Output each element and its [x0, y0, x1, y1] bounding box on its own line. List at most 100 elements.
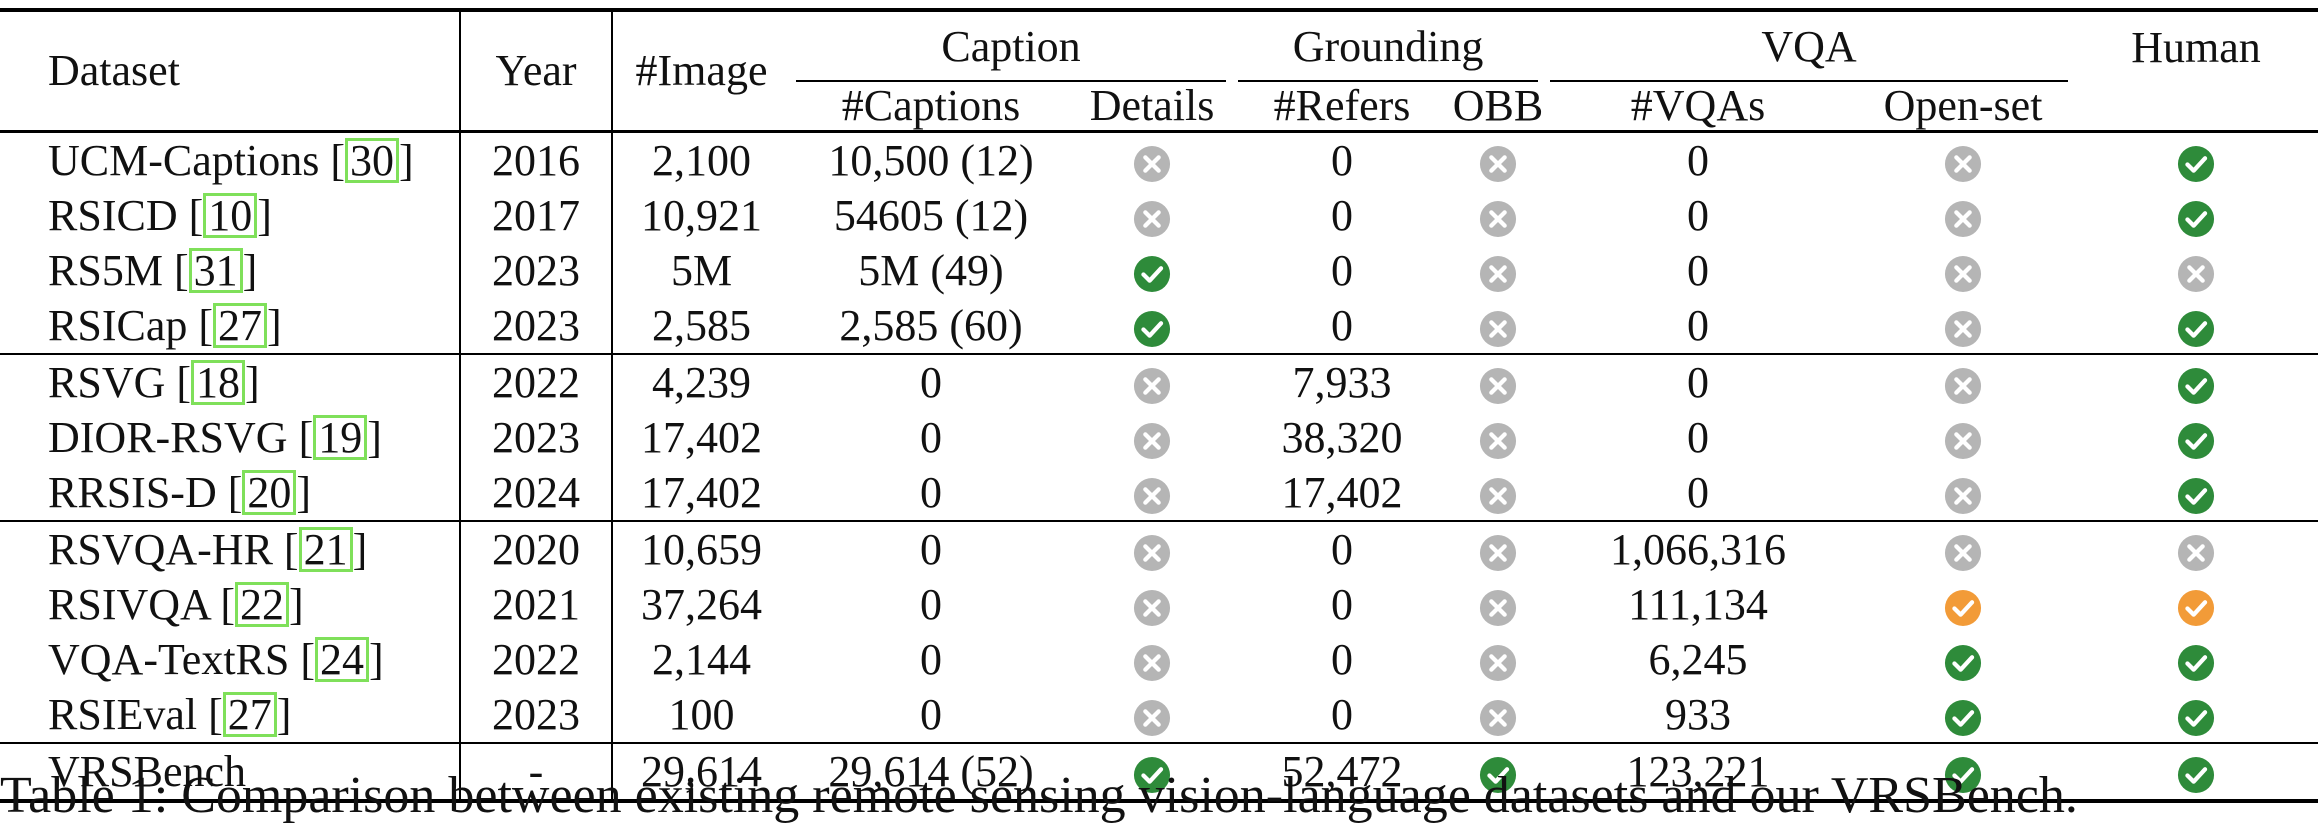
check-icon	[2177, 310, 2215, 348]
check-icon	[2177, 756, 2215, 794]
dataset-name-cell: RRSIS-D [20]	[0, 465, 461, 522]
obb-cell	[1452, 188, 1544, 243]
human-cell	[2074, 132, 2318, 189]
dataset-name: RSVG [	[48, 357, 192, 407]
header-obb: OBB	[1452, 81, 1545, 133]
header-grounding-group: Grounding	[1232, 10, 1544, 82]
details-cell	[1072, 521, 1232, 577]
header-vqa-group: VQA	[1544, 10, 2074, 82]
cross-icon	[1479, 477, 1517, 515]
citation-link[interactable]: 27	[222, 691, 277, 738]
cross-icon	[1944, 145, 1982, 183]
cross-icon	[1479, 699, 1517, 737]
refers-cell: 0	[1331, 634, 1354, 684]
cross-icon	[1944, 534, 1982, 572]
check-icon	[2177, 422, 2215, 460]
check-icon	[2177, 644, 2215, 682]
year-cell: 2024	[460, 465, 613, 522]
header-dataset: Dataset	[0, 10, 461, 133]
dataset-name-cell: RSVQA-HR [21]	[0, 521, 461, 577]
cross-icon	[1944, 477, 1982, 515]
citation-link[interactable]: 20	[242, 469, 297, 516]
image-count-cell: 37,264	[641, 579, 762, 629]
citation-link[interactable]: 31	[188, 247, 243, 294]
cross-icon	[2177, 255, 2215, 293]
citation-bracket: ]	[242, 245, 258, 295]
image-count-cell: 100	[612, 687, 790, 744]
image-count-cell: 4,239	[652, 357, 751, 407]
citation-link[interactable]: 21	[298, 526, 353, 573]
obb-cell	[1452, 410, 1544, 465]
vqas-cell: 123,221	[1544, 743, 1853, 803]
captions-cell: 0	[790, 687, 1072, 744]
captions-cell: 54605 (12)	[833, 190, 1029, 240]
refers-cell: 38,320	[1281, 412, 1403, 462]
human-cell	[2074, 521, 2318, 577]
table-row: RSVQA-HR [21] 2020 10,659 0 0 1,066,316	[0, 521, 2318, 577]
details-cell	[1072, 132, 1232, 189]
cross-icon	[1479, 200, 1517, 238]
table-row: RSICap [27] 2023 2,585 2,585 (60) 0 0	[0, 298, 2318, 355]
human-cell	[2074, 243, 2318, 298]
openset-cell	[1852, 243, 2074, 298]
cross-icon	[1479, 534, 1517, 572]
citation-link[interactable]: 27	[213, 302, 267, 349]
refers-cell: 0	[1331, 190, 1354, 240]
refers-cell: 7,933	[1292, 357, 1392, 407]
dataset-name-cell: VQA-TextRS [24]	[0, 632, 461, 687]
table-row: UCM-Captions [30] 2016 2,100 10,500 (12) 0 0	[0, 131, 2318, 189]
human-cell	[2074, 465, 2318, 522]
citation-link[interactable]: 24	[315, 636, 370, 683]
header-image: #Image	[612, 10, 790, 133]
citation-bracket: ]	[296, 467, 312, 517]
comparison-table-container: Dataset Year #Image Caption Grounding VQ…	[0, 8, 2318, 803]
check-icon	[1133, 255, 1171, 293]
openset-cell	[1852, 521, 2074, 577]
cross-icon	[1479, 310, 1517, 348]
image-count-cell: 10,659	[641, 524, 762, 574]
obb-cell	[1452, 743, 1545, 803]
obb-cell	[1452, 521, 1544, 577]
openset-cell	[1852, 687, 2075, 744]
openset-cell	[1852, 354, 2074, 410]
human-cell	[2074, 410, 2318, 465]
check-icon	[2177, 367, 2215, 405]
openset-cell	[1852, 632, 2074, 687]
human-cell	[2074, 577, 2318, 632]
image-count-cell: 10,921	[641, 190, 762, 240]
dataset-name: VQA-TextRS [	[48, 634, 316, 684]
openset-cell	[1852, 577, 2074, 632]
cross-icon	[1944, 422, 1982, 460]
check-icon	[1133, 756, 1171, 794]
cross-icon	[1944, 200, 1982, 238]
vqas-cell: 933	[1544, 687, 1853, 744]
refers-cell: 52,472	[1232, 743, 1453, 803]
citation-link[interactable]: 18	[191, 359, 246, 406]
citation-link[interactable]: 30	[345, 137, 399, 184]
human-cell	[2074, 743, 2318, 803]
details-cell	[1072, 298, 1233, 355]
citation-link[interactable]: 10	[203, 192, 258, 239]
captions-cell: 29,614 (52)	[790, 743, 1072, 803]
image-count-cell: 17,402	[612, 465, 790, 522]
citation-link[interactable]: 22	[235, 581, 290, 628]
cross-icon	[1479, 644, 1517, 682]
check-icon	[1944, 644, 1982, 682]
vqas-cell: 0	[1687, 135, 1710, 185]
check-icon	[1944, 756, 1982, 794]
image-count-cell: 2,585	[612, 298, 790, 355]
dataset-name-cell: DIOR-RSVG [19]	[0, 410, 461, 465]
citation-bracket: ]	[289, 579, 304, 629]
details-cell	[1072, 188, 1232, 243]
cross-icon	[1133, 699, 1171, 737]
dataset-name: RSVQA-HR [	[48, 524, 299, 574]
vqas-cell: 1,066,316	[1610, 524, 1787, 574]
vqas-cell: 0	[1687, 245, 1710, 295]
details-cell	[1072, 632, 1232, 687]
captions-cell: 0	[920, 524, 942, 574]
vqas-cell: 111,134	[1628, 579, 1768, 629]
refers-cell: 17,402	[1232, 465, 1453, 522]
citation-bracket: ]	[245, 357, 260, 407]
obb-cell	[1452, 132, 1544, 189]
citation-link[interactable]: 19	[313, 414, 368, 461]
